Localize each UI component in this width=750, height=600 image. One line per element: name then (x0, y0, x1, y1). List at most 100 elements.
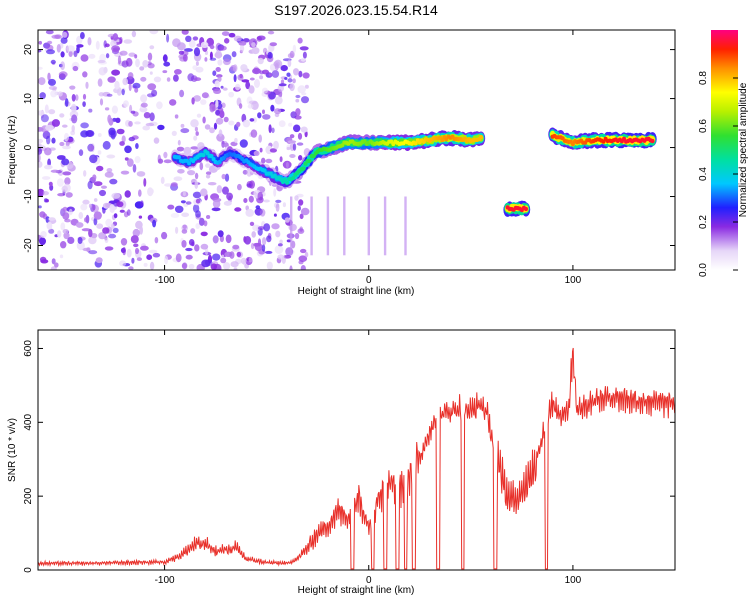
spectrogram-noise-blob (91, 204, 99, 213)
spectrogram-noise-blob (224, 173, 230, 182)
spectrogram-noise-blob (56, 44, 61, 53)
spectrogram-ridge-cell (283, 177, 287, 182)
spectrogram-noise-blob (190, 146, 199, 150)
spectrogram-noise-blob (278, 120, 286, 128)
spectrogram-noise-blob (60, 37, 68, 44)
spectrogram-x-ticks: -100 0 100 (155, 30, 582, 286)
spectrogram-noise-blob (50, 169, 60, 173)
spectrogram-noise-blob (223, 58, 231, 66)
spectrogram-noise-blob (73, 50, 78, 58)
spectrogram-noise-blob (154, 237, 159, 244)
spectrogram-noise-blob (138, 189, 142, 197)
spectrogram-ridge-cell (291, 176, 296, 181)
spectrogram-noise-blob (143, 178, 147, 187)
spectrogram-noise-blob (271, 127, 275, 134)
spectrogram-noise-blob (246, 181, 253, 189)
spectrogram-noise-blob (85, 81, 89, 89)
spectrogram-noise-blob (122, 246, 126, 256)
spectrogram-noise-blob (236, 251, 242, 258)
spectrogram-noise-blob (140, 200, 144, 207)
spectrogram-noise-blob (188, 39, 196, 48)
spectrogram-noise-blob (228, 91, 235, 98)
spectrogram-noise-blob (213, 88, 222, 95)
spectrogram-noise-blob (166, 33, 170, 43)
spectrogram-noise-blob (209, 127, 215, 134)
spectrogram-noise-blob (288, 122, 293, 127)
spectrogram-noise-blob (130, 235, 139, 244)
spectrogram-noise-blob (78, 149, 84, 157)
spectrogram-noise-blob (62, 124, 68, 128)
spectrogram-noise-blob (54, 262, 59, 268)
spectrogram-streak (310, 196, 313, 256)
spectrogram-noise-blob (236, 121, 241, 127)
spectrogram-noise-blob (216, 185, 223, 194)
spectrogram-noise-blob (233, 267, 238, 270)
spectrogram-noise-blob (44, 147, 52, 156)
spectrogram-noise-blob (101, 185, 107, 189)
spectrogram-noise-blob (38, 66, 43, 70)
spectrogram-noise-blob (58, 71, 68, 78)
spectrogram-noise-blob (284, 77, 288, 80)
spectrogram-noise-blob (111, 69, 120, 76)
spectrogram-noise-blob (201, 92, 209, 99)
spectrogram-noise-blob (121, 135, 126, 143)
spectrogram-noise-blob (80, 130, 89, 138)
spectrogram-noise-blob (275, 203, 280, 212)
spectrogram-noise-blob (218, 129, 223, 137)
spectrogram-noise-blob (48, 85, 58, 90)
spectrogram-noise-blob (180, 200, 186, 204)
colorbar: 0.0 0.2 0.4 0.6 0.8 Normalized spectral ampl… (698, 30, 749, 277)
spectrogram-noise-blob (48, 78, 56, 86)
spectrogram-noise-blob (262, 114, 271, 120)
spectrogram-noise-blob (231, 51, 237, 58)
spectrogram-noise-blob (255, 205, 261, 210)
spectrogram-noise-blob (87, 180, 93, 190)
spectrogram-noise-blob (160, 176, 165, 184)
spectrogram-noise-blob (222, 186, 229, 195)
spectrogram-noise-blob (39, 211, 46, 218)
spectrogram-noise-blob (221, 140, 225, 148)
colorbar-label: Normalized spectral amplitude (738, 82, 749, 217)
spectrogram-noise-blob (89, 154, 98, 164)
spectrogram-noise-blob (147, 187, 154, 197)
spectrogram-noise-blob (88, 236, 97, 245)
spectrogram-noise-blob (214, 80, 220, 88)
spectrogram-noise-blob (280, 65, 288, 72)
spectrogram-noise-blob (220, 85, 224, 89)
spectrogram-noise-blob (68, 50, 73, 58)
spectrogram-noise-blob (80, 203, 88, 211)
spectrogram-noise-blob (299, 46, 309, 51)
spectrogram-noise-blob (110, 223, 115, 230)
spectrogram-noise-blob (274, 96, 283, 105)
spectrogram-noise-blob (57, 91, 63, 97)
spectrogram-noise-blob (182, 224, 187, 230)
spectrogram-noise-blob (38, 110, 45, 116)
spectrogram-noise-blob (114, 80, 120, 90)
spectrogram-noise-blob (77, 237, 83, 244)
spectrogram-noise-blob (263, 199, 270, 203)
spectrogram-ridge-cell (524, 206, 528, 212)
y-tick-label: 10 (23, 93, 34, 105)
spectrogram-noise-blob (128, 120, 133, 127)
spectrogram-noise-blob (99, 189, 106, 197)
spectrogram-noise-blob (269, 148, 277, 153)
spectrogram-noise-blob (128, 266, 134, 270)
spectrogram-noise-blob (39, 92, 46, 100)
spectrogram-noise-blob (42, 176, 51, 180)
spectrogram-noise-blob (215, 67, 221, 72)
spectrogram-noise-blob (105, 218, 113, 227)
spectrogram-noise-blob (178, 50, 185, 55)
spectrogram-noise-blob (157, 158, 164, 164)
spectrogram-noise-blob (185, 254, 193, 260)
spectrogram-noise-blob (234, 137, 238, 144)
spectrogram-noise-blob (265, 250, 273, 254)
spectrogram-noise-blob (239, 73, 243, 79)
spectrogram-noise-blob (279, 156, 283, 163)
spectrogram-ridge-cell (262, 168, 267, 173)
spectrogram-noise-blob (290, 111, 297, 119)
spectrogram-noise-blob (132, 82, 141, 89)
spectrogram-ridge-cell (307, 158, 312, 164)
spectrogram-noise-blob (172, 38, 181, 48)
spectrogram-noise-blob (149, 71, 153, 75)
spectrogram-noise-blob (57, 230, 62, 238)
